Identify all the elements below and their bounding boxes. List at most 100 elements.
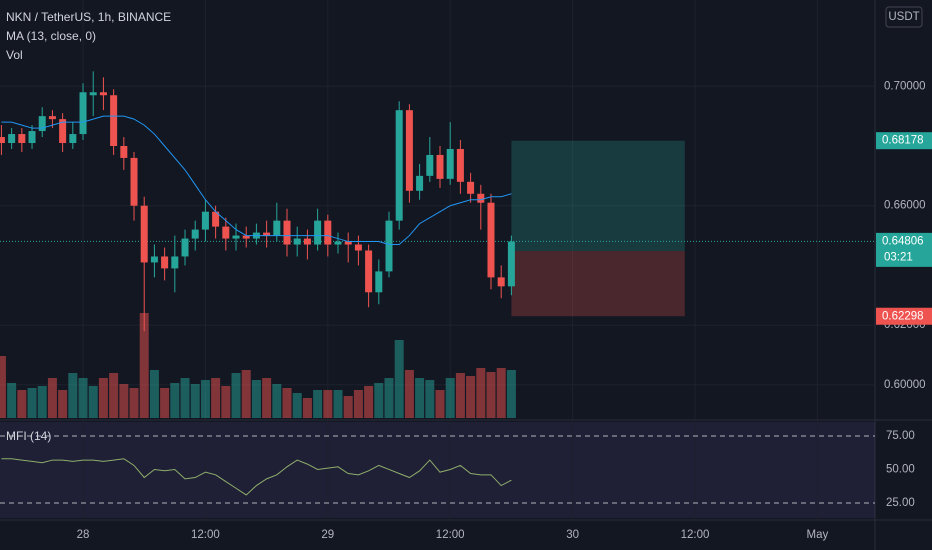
volume-bar bbox=[292, 393, 302, 418]
candle-body bbox=[222, 226, 230, 239]
candle-body bbox=[201, 211, 209, 230]
candle-body bbox=[334, 241, 342, 245]
last-price-label-countdown: 03:21 bbox=[884, 251, 913, 263]
y-tick-label: 0.66000 bbox=[884, 200, 926, 212]
volume-bar bbox=[251, 380, 261, 418]
volume-bar bbox=[17, 390, 27, 418]
candle-body bbox=[28, 131, 36, 144]
volume-bar bbox=[221, 386, 231, 418]
volume-bar bbox=[129, 388, 139, 418]
volume-bar bbox=[374, 383, 384, 418]
mfi-background bbox=[0, 422, 875, 518]
candle-body bbox=[477, 193, 485, 203]
candle-body bbox=[324, 220, 332, 245]
candle-body bbox=[0, 137, 5, 144]
ma-legend: MA (13, close, 0) bbox=[6, 29, 96, 43]
candle-body bbox=[375, 271, 383, 293]
volume-bar bbox=[200, 380, 210, 418]
x-tick-label: 29 bbox=[321, 529, 334, 541]
candle-body bbox=[150, 256, 158, 263]
candle-body bbox=[303, 238, 311, 245]
volume-bar bbox=[445, 378, 455, 418]
currency-label[interactable]: USDT bbox=[888, 11, 919, 23]
candle-body bbox=[416, 175, 424, 191]
x-tick-label: 12:00 bbox=[191, 529, 220, 541]
volume-bar bbox=[241, 370, 251, 418]
position-loss bbox=[511, 250, 685, 317]
candle-body bbox=[395, 110, 403, 221]
candle-body bbox=[181, 238, 189, 257]
volume-bar bbox=[0, 356, 6, 418]
candle-body bbox=[507, 241, 515, 287]
y-tick-label: 0.60000 bbox=[884, 379, 926, 391]
volume-bar bbox=[47, 378, 57, 418]
volume-bar bbox=[404, 370, 414, 418]
volume-bar bbox=[109, 373, 119, 418]
volume-bar bbox=[160, 388, 170, 418]
x-tick-label: May bbox=[807, 529, 829, 541]
target-label-bg bbox=[876, 132, 932, 150]
volume-bar bbox=[313, 390, 323, 418]
x-tick-label: 12:00 bbox=[436, 529, 465, 541]
candle-body bbox=[161, 256, 169, 269]
candle-body bbox=[405, 110, 413, 191]
volume-bar bbox=[58, 390, 68, 418]
candle-body bbox=[365, 250, 373, 293]
currency-button[interactable] bbox=[885, 6, 923, 28]
candle-body bbox=[283, 220, 291, 245]
mfi-tick-label: 75.00 bbox=[886, 430, 915, 442]
volume-bar bbox=[231, 373, 241, 418]
ma-line bbox=[1, 115, 512, 246]
stop-label-bg bbox=[876, 307, 932, 325]
mfi-legend: MFI (14) bbox=[6, 429, 51, 443]
candle-body bbox=[426, 154, 434, 176]
volume-bar bbox=[425, 380, 435, 418]
volume-bar bbox=[180, 378, 190, 418]
volume-bar bbox=[272, 384, 282, 418]
candle-body bbox=[497, 277, 505, 287]
volume-bar bbox=[394, 340, 404, 418]
volume-bar bbox=[435, 390, 445, 418]
candle-body bbox=[314, 220, 322, 245]
candle-body bbox=[59, 119, 67, 144]
volume-bar bbox=[119, 384, 129, 418]
volume-bar bbox=[333, 390, 343, 418]
candle-body bbox=[140, 205, 148, 263]
volume-bar bbox=[139, 313, 149, 418]
candle-body bbox=[293, 238, 301, 245]
candle-body bbox=[467, 181, 475, 194]
candle-body bbox=[99, 92, 107, 96]
volume-bar bbox=[353, 390, 363, 418]
candle-body bbox=[446, 148, 454, 179]
candle-body bbox=[120, 146, 128, 158]
volume-bar bbox=[282, 388, 292, 418]
candle-body bbox=[344, 241, 352, 245]
candle-body bbox=[79, 92, 87, 135]
volume-bar bbox=[98, 378, 108, 418]
candle-body bbox=[385, 220, 393, 272]
volume-bar bbox=[190, 384, 200, 418]
volume-bar bbox=[506, 370, 516, 418]
candle-body bbox=[263, 232, 271, 236]
volume-bar bbox=[7, 383, 17, 418]
candle-body bbox=[191, 229, 199, 239]
x-tick-label: 12:00 bbox=[681, 529, 710, 541]
mfi-tick-label: 50.00 bbox=[886, 463, 915, 475]
target-label: 0.68178 bbox=[882, 135, 924, 147]
candle-body bbox=[242, 235, 250, 239]
volume-bar bbox=[466, 376, 476, 418]
candle-body bbox=[171, 256, 179, 269]
volume-bar bbox=[384, 378, 394, 418]
last-price-label-bg bbox=[876, 232, 932, 267]
candle-body bbox=[232, 235, 240, 239]
position-profit bbox=[511, 140, 685, 251]
volume-bar bbox=[364, 386, 374, 418]
candle-body bbox=[18, 134, 26, 144]
mfi-line bbox=[1, 458, 512, 496]
symbol-title: NKN / TetherUS, 1h, BINANCE bbox=[6, 10, 171, 24]
volume-bar bbox=[68, 373, 78, 418]
candle-body bbox=[48, 116, 56, 120]
